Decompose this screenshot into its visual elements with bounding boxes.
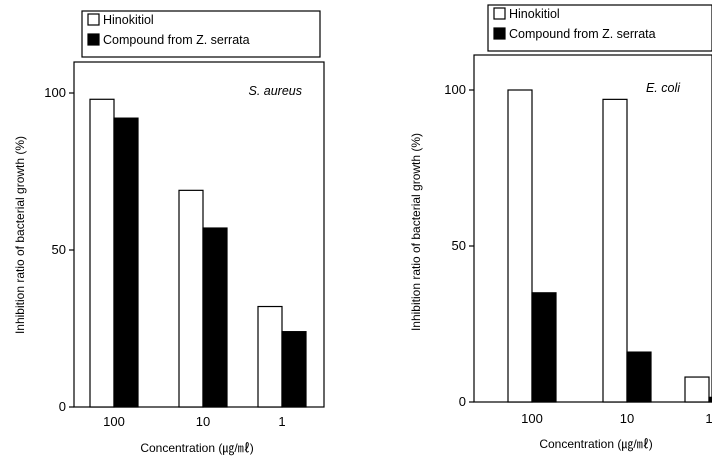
legend-box	[487, 4, 712, 52]
legend-label: Hinokitiol	[103, 13, 154, 27]
organism-label: E. coli	[646, 81, 681, 95]
chart-panel-1: 0 50 100 100 10 1 S. aureus Concentration (㎍/㎖)…	[13, 10, 325, 455]
y-tick-label: 50	[52, 242, 66, 257]
x-tick-label: 1	[705, 411, 712, 426]
plot-frame	[473, 54, 712, 403]
y-axis-label: Inhibition ratio of bacterial growth (%)	[409, 133, 423, 331]
x-axis-label: Concentration (㎍/㎖)	[140, 441, 253, 455]
legend-swatch-compound	[493, 27, 506, 40]
bar-hinokitiol	[684, 376, 710, 403]
bar-hinokitiol	[507, 89, 533, 403]
x-tick-label: 100	[521, 411, 543, 426]
bar-compound	[531, 292, 557, 403]
x-tick-label: 100	[103, 414, 125, 429]
y-axis-label: Inhibition ratio of bacterial growth (%)	[13, 136, 27, 334]
legend-swatch-compound	[87, 33, 100, 46]
legend-label: Compound from Z. serrata	[103, 33, 250, 47]
y-tick-label: 50	[452, 238, 466, 253]
legend-box	[81, 10, 321, 58]
legend-swatch-hinokitiol	[87, 13, 100, 26]
organism-label: S. aureus	[248, 84, 302, 98]
bar-compound	[202, 227, 228, 408]
legend-label: Compound from Z. serrata	[509, 27, 656, 41]
chart-panel-2: 0 50 100 100 10 1 E. coli Concentration (㎍/㎖) In…	[409, 4, 712, 451]
y-tick-label: 0	[59, 399, 66, 414]
bar-hinokitiol	[89, 98, 115, 408]
x-tick-label: 10	[620, 411, 634, 426]
legend-label: Hinokitiol	[509, 7, 560, 21]
x-axis-label: Concentration (㎍/㎖)	[539, 437, 652, 451]
bar-hinokitiol	[178, 189, 204, 408]
x-tick-label: 1	[278, 414, 285, 429]
bar-compound	[113, 117, 139, 408]
bar-compound	[708, 396, 712, 403]
bar-hinokitiol	[602, 98, 628, 403]
bar-compound	[281, 331, 307, 408]
y-tick-label: 0	[459, 394, 466, 409]
legend-swatch-hinokitiol	[493, 7, 506, 20]
y-tick-label: 100	[44, 85, 66, 100]
y-tick-label: 100	[444, 82, 466, 97]
bar-hinokitiol	[257, 305, 283, 408]
bar-compound	[626, 351, 652, 403]
x-tick-label: 10	[196, 414, 210, 429]
